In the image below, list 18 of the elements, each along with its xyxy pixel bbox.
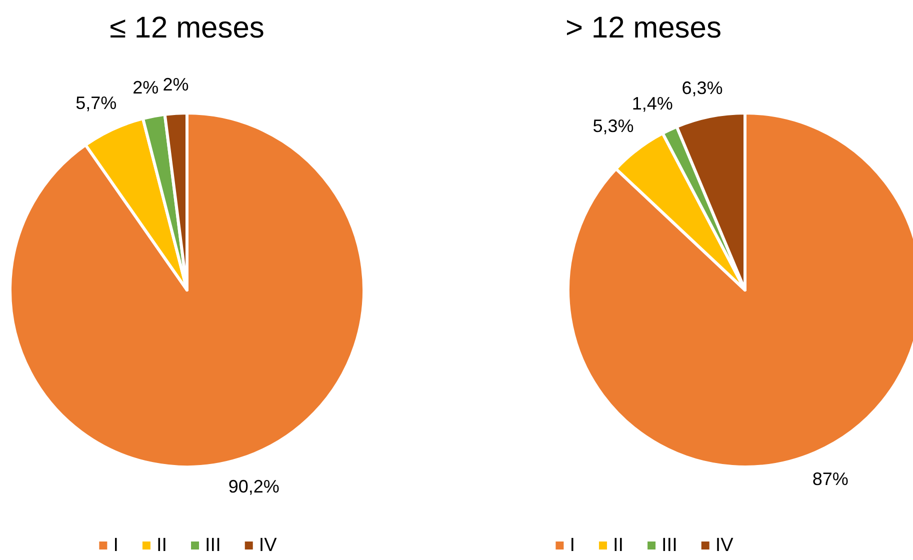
data-label: 5,7% [76,92,117,113]
chart-title: ≤ 12 meses [110,12,264,44]
chart-title: > 12 meses [566,12,722,44]
data-label: 90,2% [228,476,280,496]
legend-label: III [205,535,221,556]
legend-label: II [612,535,624,556]
legend-label: II [156,535,168,556]
data-label: 87% [812,469,848,490]
data-label: 2% [132,78,159,98]
legend-label: I [113,535,118,556]
data-label: 6,3% [682,78,723,98]
data-label: 2% [162,74,189,94]
data-label: 1,4% [632,94,673,114]
legend-label: III [662,535,678,556]
data-label: 5,3% [592,116,634,136]
legend-label: IV [258,535,278,556]
legend-label: IV [715,535,734,556]
legend-label: I [570,535,575,556]
